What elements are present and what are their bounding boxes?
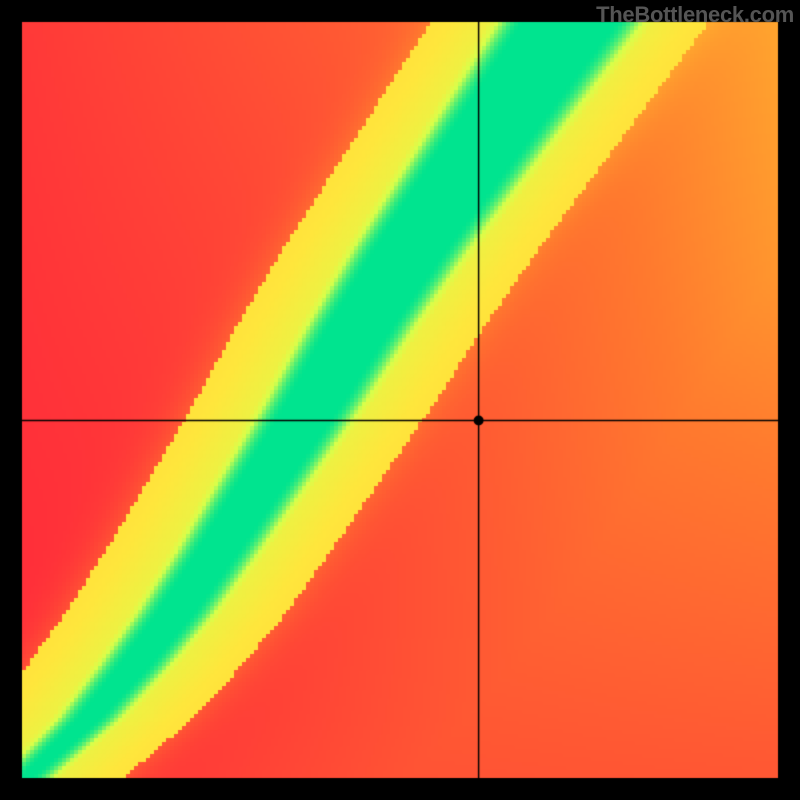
bottleneck-heatmap [0, 0, 800, 800]
chart-container: TheBottleneck.com [0, 0, 800, 800]
watermark-text: TheBottleneck.com [596, 2, 794, 28]
